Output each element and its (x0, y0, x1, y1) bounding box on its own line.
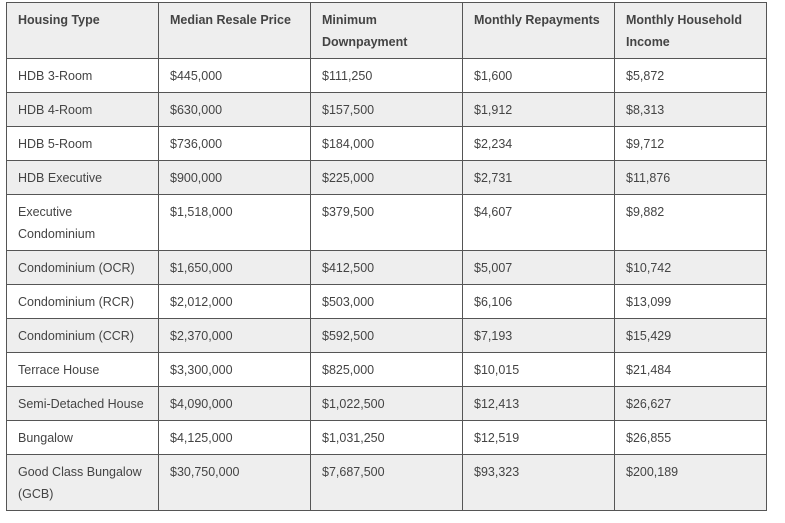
table-row: HDB 4-Room $630,000 $157,500 $1,912 $8,313 (6, 92, 767, 127)
cell-housing-type: Good Class Bungalow (GCB) (6, 454, 159, 511)
cell-monthly-repayments: $7,193 (462, 318, 615, 353)
cell-monthly-household-income: $200,189 (614, 454, 767, 511)
cell-minimum-downpayment: $825,000 (310, 352, 463, 387)
header-housing-type: Housing Type (6, 2, 159, 59)
cell-minimum-downpayment: $1,031,250 (310, 420, 463, 455)
cell-monthly-repayments: $12,413 (462, 386, 615, 421)
cell-housing-type: Executive Condominium (6, 194, 159, 251)
cell-median-resale-price: $445,000 (158, 58, 311, 93)
cell-housing-type: Bungalow (6, 420, 159, 455)
cell-monthly-repayments: $4,607 (462, 194, 615, 251)
cell-minimum-downpayment: $592,500 (310, 318, 463, 353)
table-row: HDB Executive $900,000 $225,000 $2,731 $11,8… (6, 160, 767, 195)
cell-monthly-repayments: $2,731 (462, 160, 615, 195)
cell-monthly-repayments: $1,912 (462, 92, 615, 127)
cell-housing-type: HDB 4-Room (6, 92, 159, 127)
cell-median-resale-price: $30,750,000 (158, 454, 311, 511)
header-minimum-downpayment: Minimum Downpayment (310, 2, 463, 59)
cell-minimum-downpayment: $225,000 (310, 160, 463, 195)
cell-housing-type: Condominium (OCR) (6, 250, 159, 285)
cell-monthly-household-income: $10,742 (614, 250, 767, 285)
header-median-resale-price: Median Resale Price (158, 2, 311, 59)
cell-monthly-repayments: $6,106 (462, 284, 615, 319)
cell-median-resale-price: $1,650,000 (158, 250, 311, 285)
cell-monthly-household-income: $26,627 (614, 386, 767, 421)
cell-monthly-repayments: $1,600 (462, 58, 615, 93)
table-row: Bungalow $4,125,000 $1,031,250 $12,519 $26,8… (6, 420, 767, 455)
cell-monthly-household-income: $26,855 (614, 420, 767, 455)
cell-median-resale-price: $3,300,000 (158, 352, 311, 387)
cell-median-resale-price: $1,518,000 (158, 194, 311, 251)
table-row: Semi-Detached House $4,090,000 $1,022,500 $… (6, 386, 767, 421)
cell-median-resale-price: $736,000 (158, 126, 311, 161)
cell-monthly-repayments: $10,015 (462, 352, 615, 387)
cell-housing-type: Condominium (CCR) (6, 318, 159, 353)
header-monthly-household-income: Monthly Household Income (614, 2, 767, 59)
cell-housing-type: Condominium (RCR) (6, 284, 159, 319)
cell-median-resale-price: $2,012,000 (158, 284, 311, 319)
cell-monthly-household-income: $5,872 (614, 58, 767, 93)
cell-minimum-downpayment: $503,000 (310, 284, 463, 319)
cell-monthly-repayments: $12,519 (462, 420, 615, 455)
housing-affordability-table: Housing Type Median Resale Price Minimum… (6, 2, 767, 511)
cell-monthly-repayments: $93,323 (462, 454, 615, 511)
cell-median-resale-price: $4,090,000 (158, 386, 311, 421)
table-row: HDB 3-Room $445,000 $111,250 $1,600 $5,872 (6, 58, 767, 93)
table-row: Condominium (CCR) $2,370,000 $592,500 $7,19… (6, 318, 767, 353)
cell-monthly-household-income: $21,484 (614, 352, 767, 387)
cell-monthly-repayments: $2,234 (462, 126, 615, 161)
cell-monthly-household-income: $15,429 (614, 318, 767, 353)
table-row: HDB 5-Room $736,000 $184,000 $2,234 $9,712 (6, 126, 767, 161)
header-monthly-repayments: Monthly Repayments (462, 2, 615, 59)
table-row: Good Class Bungalow (GCB) $30,750,000 $7,6… (6, 454, 767, 511)
cell-housing-type: HDB 5-Room (6, 126, 159, 161)
cell-housing-type: Terrace House (6, 352, 159, 387)
cell-housing-type: HDB 3-Room (6, 58, 159, 93)
cell-monthly-household-income: $9,882 (614, 194, 767, 251)
cell-monthly-household-income: $8,313 (614, 92, 767, 127)
cell-minimum-downpayment: $379,500 (310, 194, 463, 251)
cell-median-resale-price: $630,000 (158, 92, 311, 127)
cell-housing-type: HDB Executive (6, 160, 159, 195)
header-row: Housing Type Median Resale Price Minimum… (6, 2, 767, 59)
cell-monthly-household-income: $9,712 (614, 126, 767, 161)
cell-monthly-repayments: $5,007 (462, 250, 615, 285)
cell-minimum-downpayment: $157,500 (310, 92, 463, 127)
cell-median-resale-price: $900,000 (158, 160, 311, 195)
cell-monthly-household-income: $13,099 (614, 284, 767, 319)
cell-housing-type: Semi-Detached House (6, 386, 159, 421)
cell-minimum-downpayment: $7,687,500 (310, 454, 463, 511)
cell-monthly-household-income: $11,876 (614, 160, 767, 195)
cell-minimum-downpayment: $412,500 (310, 250, 463, 285)
cell-median-resale-price: $4,125,000 (158, 420, 311, 455)
cell-minimum-downpayment: $111,250 (310, 58, 463, 93)
table-row: Condominium (OCR) $1,650,000 $412,500 $5,00… (6, 250, 767, 285)
table-row: Condominium (RCR) $2,012,000 $503,000 $6,10… (6, 284, 767, 319)
cell-minimum-downpayment: $184,000 (310, 126, 463, 161)
cell-median-resale-price: $2,370,000 (158, 318, 311, 353)
cell-minimum-downpayment: $1,022,500 (310, 386, 463, 421)
table-row: Terrace House $3,300,000 $825,000 $10,015 $2… (6, 352, 767, 387)
table-row: Executive Condominium $1,518,000 $379,500 $… (6, 194, 767, 251)
